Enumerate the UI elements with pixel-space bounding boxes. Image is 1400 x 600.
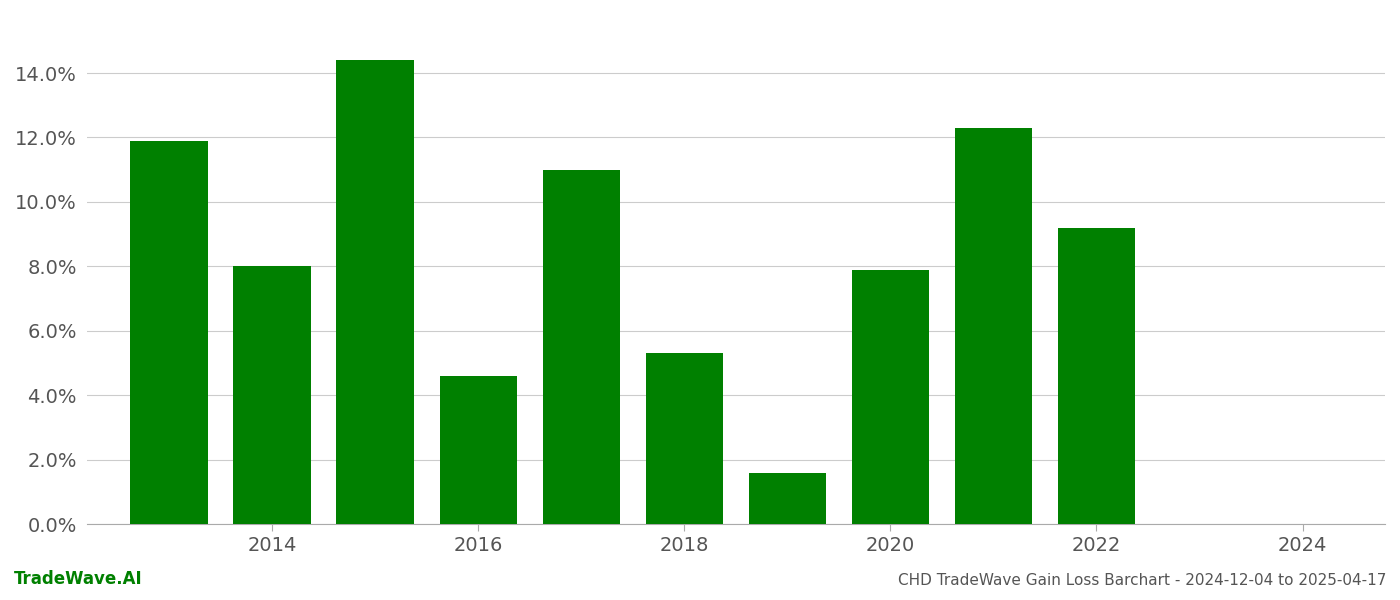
Bar [749,473,826,524]
Bar [1058,228,1135,524]
Text: TradeWave.AI: TradeWave.AI [14,570,143,588]
Bar [851,269,930,524]
Bar [543,170,620,524]
Bar [440,376,517,524]
Bar [645,353,722,524]
Bar [955,128,1032,524]
Bar [130,140,207,524]
Text: CHD TradeWave Gain Loss Barchart - 2024-12-04 to 2025-04-17: CHD TradeWave Gain Loss Barchart - 2024-… [897,573,1386,588]
Bar [234,266,311,524]
Bar [336,60,414,524]
